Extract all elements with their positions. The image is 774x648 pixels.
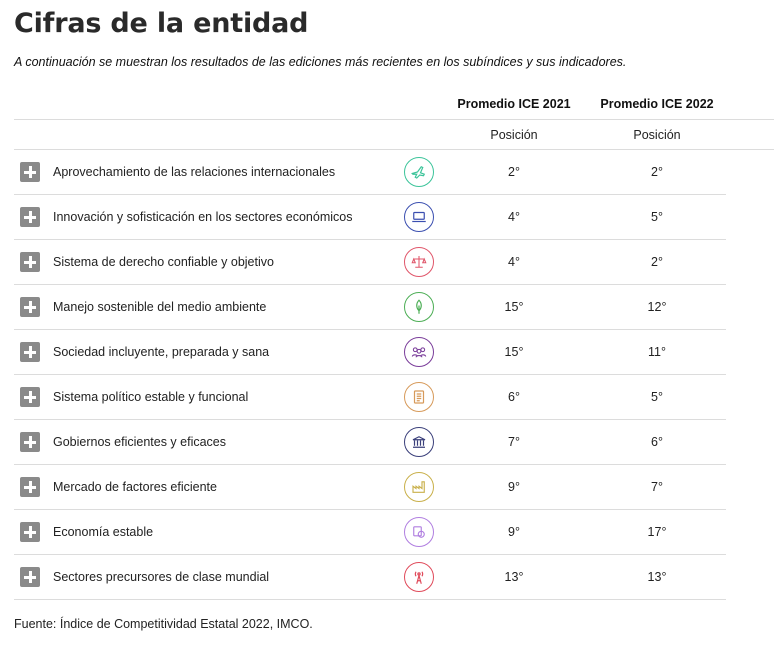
laptop-icon <box>404 202 434 232</box>
antenna-icon <box>404 562 434 592</box>
subheader-divider <box>14 149 774 150</box>
factory-icon <box>404 472 434 502</box>
position-2022: 17° <box>647 525 667 539</box>
table-row: Economía estable 9° 17° <box>14 510 726 555</box>
table-row: Sociedad incluyente, preparada y sana 15… <box>14 330 726 375</box>
expand-plus-button[interactable] <box>20 297 40 317</box>
subindex-label: Mercado de factores eficiente <box>53 480 217 494</box>
table-row: Manejo sostenible del medio ambiente 15°… <box>14 285 726 330</box>
position-2021: 9° <box>508 480 520 494</box>
table-row: Sistema político estable y funcional 6° … <box>14 375 726 420</box>
subindex-label: Innovación y sofisticación en los sector… <box>53 210 353 224</box>
expand-plus-button[interactable] <box>20 432 40 452</box>
expand-plus-button[interactable] <box>20 207 40 227</box>
position-2022: 12° <box>647 300 667 314</box>
leaf-icon <box>404 292 434 322</box>
subindex-label: Sectores precursores de clase mundial <box>53 570 270 584</box>
position-2021: 4° <box>508 210 520 224</box>
position-2022: 13° <box>647 570 667 584</box>
position-2022: 5° <box>651 210 663 224</box>
position-2021: 7° <box>508 435 520 449</box>
expand-plus-button[interactable] <box>20 522 40 542</box>
position-2022: 7° <box>651 480 663 494</box>
expand-plus-button[interactable] <box>20 162 40 182</box>
subindex-label: Aprovechamiento de las relaciones intern… <box>53 165 336 179</box>
position-2022: 5° <box>651 390 663 404</box>
subindex-label: Gobiernos eficientes y eficaces <box>53 435 227 449</box>
position-2022: 6° <box>651 435 663 449</box>
document-icon <box>404 382 434 412</box>
expand-plus-button[interactable] <box>20 567 40 587</box>
position-2021: 15° <box>504 345 524 359</box>
airplane-icon <box>404 157 434 187</box>
subindex-label: Economía estable <box>53 525 154 539</box>
position-2021: 6° <box>508 390 520 404</box>
scales-icon <box>404 247 434 277</box>
money-icon <box>404 517 434 547</box>
subindex-label: Sistema de derecho confiable y objetivo <box>53 255 274 269</box>
government-building-icon <box>404 427 434 457</box>
table-row: Mercado de factores eficiente 9° 7° <box>14 465 726 510</box>
position-2021: 15° <box>504 300 524 314</box>
table-row: Gobiernos eficientes y eficaces 7° 6° <box>14 420 726 465</box>
table-row: Innovación y sofisticación en los sector… <box>14 195 726 240</box>
expand-plus-button[interactable] <box>20 477 40 497</box>
position-2021: 13° <box>504 570 524 584</box>
subindex-label: Manejo sostenible del medio ambiente <box>53 300 267 314</box>
column-header-2022: Promedio ICE 2022 <box>600 97 714 111</box>
column-header-2021: Promedio ICE 2021 <box>457 97 571 111</box>
position-2021: 4° <box>508 255 520 269</box>
source-note: Fuente: Índice de Competitividad Estatal… <box>14 617 313 631</box>
subindex-label: Sociedad incluyente, preparada y sana <box>53 345 270 359</box>
expand-plus-button[interactable] <box>20 342 40 362</box>
header-divider <box>14 119 774 120</box>
position-2022: 2° <box>651 255 663 269</box>
position-2022: 11° <box>648 345 666 359</box>
subindex-label: Sistema político estable y funcional <box>53 390 249 404</box>
position-2021: 9° <box>508 525 520 539</box>
table-row: Sistema de derecho confiable y objetivo … <box>14 240 726 285</box>
table-row: Sectores precursores de clase mundial 13… <box>14 555 726 600</box>
position-2022: 2° <box>651 165 663 179</box>
table-row: Aprovechamiento de las relaciones intern… <box>14 150 726 195</box>
position-2021: 2° <box>508 165 520 179</box>
subheader-position-2021: Posición <box>490 128 538 142</box>
page-title: Cifras de la entidad <box>14 8 309 39</box>
expand-plus-button[interactable] <box>20 387 40 407</box>
page-subtitle: A continuación se muestran los resultado… <box>14 55 627 69</box>
subheader-position-2022: Posición <box>633 128 681 142</box>
people-icon <box>404 337 434 367</box>
expand-plus-button[interactable] <box>20 252 40 272</box>
